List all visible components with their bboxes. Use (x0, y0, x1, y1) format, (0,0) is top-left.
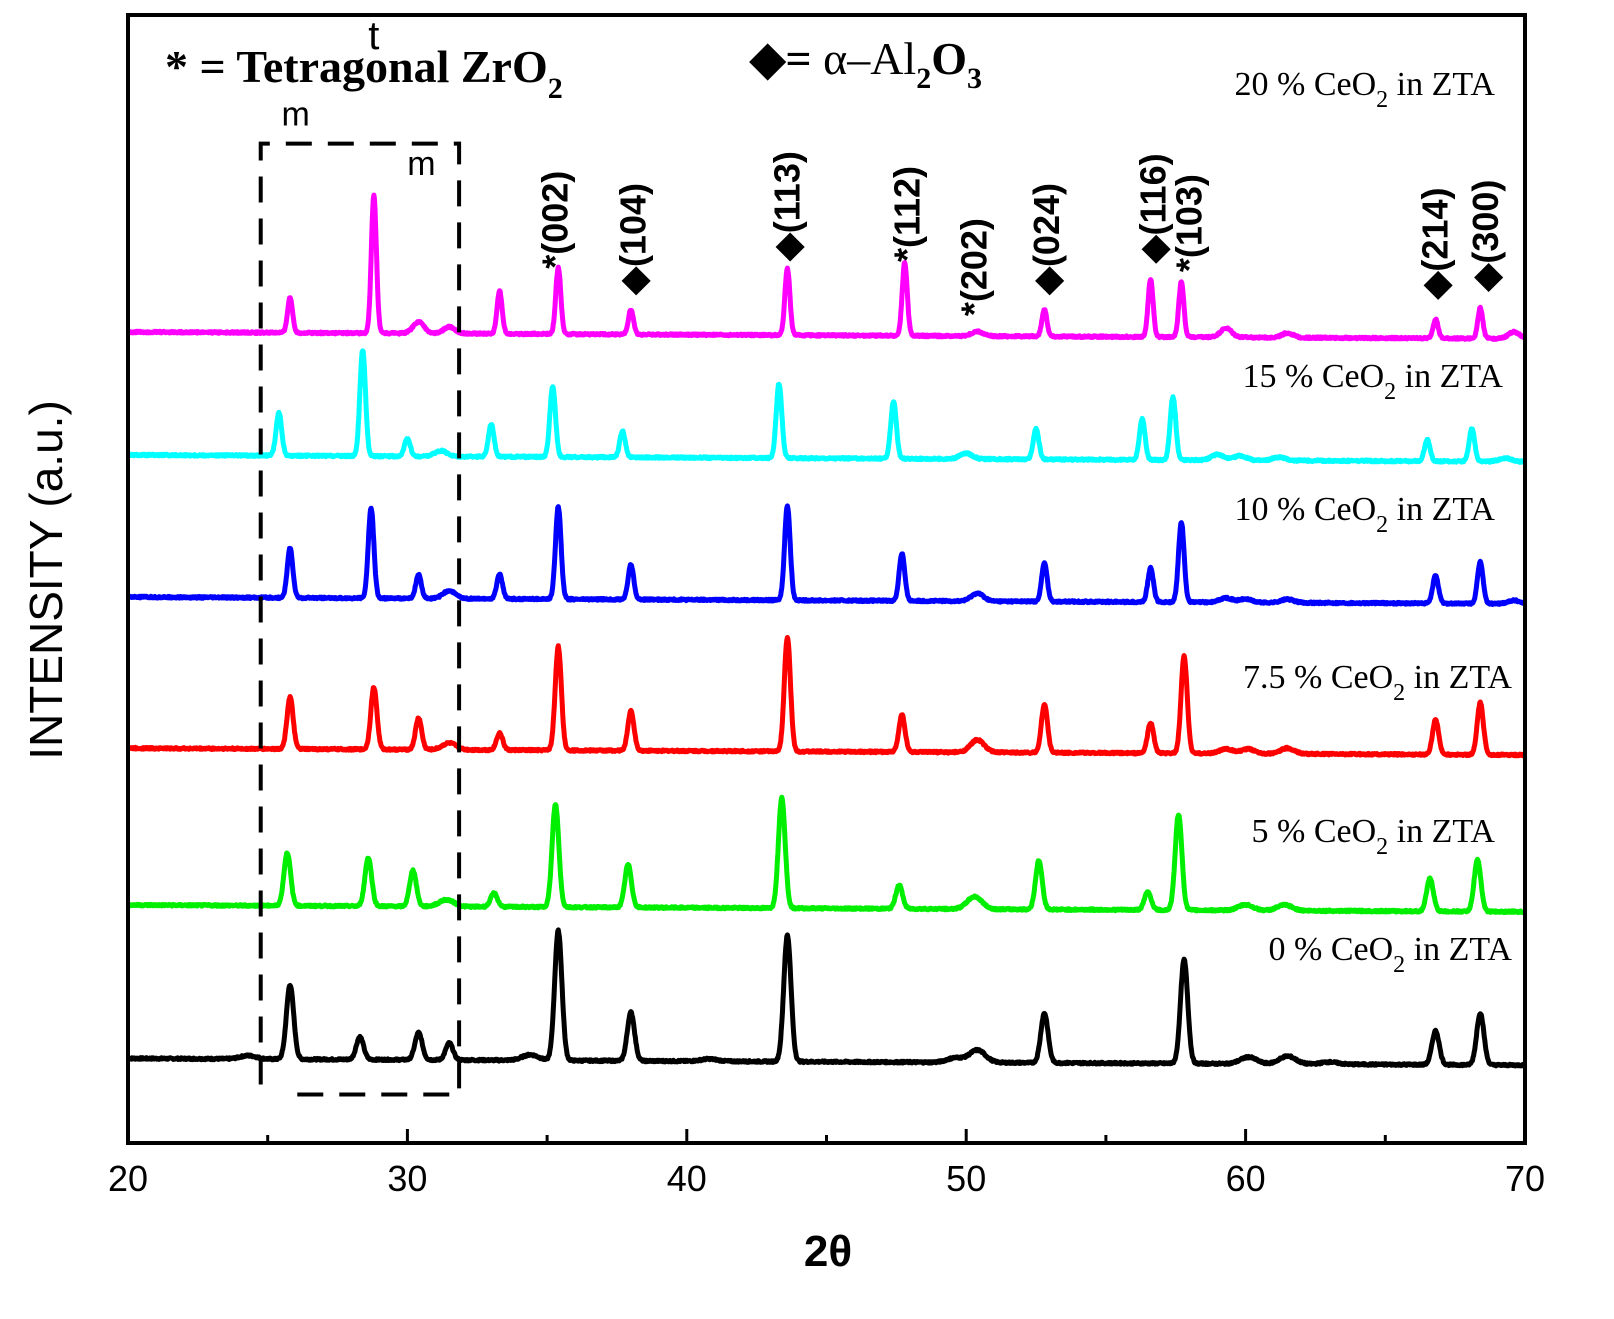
legend-eq: = (785, 33, 823, 84)
dashed-region-box (258, 141, 462, 1097)
legend-tetragonal-zro2: * = Tetragonal ZrO2 (165, 41, 563, 105)
series-label-text: 7.5 % CeO (1243, 659, 1393, 696)
diamond-icon: ◆ (749, 33, 787, 84)
peak-label: *(103) (1169, 174, 1210, 272)
peak-hkl: (112) (887, 166, 928, 248)
asterisk-icon: * (1169, 258, 1210, 272)
x-tick-label: 60 (1226, 1158, 1266, 1199)
series-label-text: in ZTA (1405, 659, 1512, 696)
series-label-text: in ZTA (1388, 813, 1495, 850)
peak-label: ◆(214) (1415, 188, 1456, 301)
legend-text: α–Al (823, 33, 916, 84)
peak-label: ◆(104) (613, 183, 654, 296)
diamond-icon: ◆ (1465, 262, 1506, 292)
phase-label-m: m (281, 96, 309, 134)
series-label-subscript: 2 (1376, 834, 1388, 860)
legend-subscript: 3 (967, 62, 982, 95)
peak-label: ◆(024) (1026, 183, 1067, 296)
peak-hkl: (113) (766, 151, 807, 233)
peak-hkl: (214) (1415, 188, 1456, 272)
series-layer (126, 192, 1528, 1069)
series-label-text: in ZTA (1388, 66, 1495, 103)
series-line-3 (126, 503, 1527, 607)
series-label: 15 % CeO2 in ZTA (1243, 358, 1504, 405)
series-label-text: 5 % CeO (1252, 813, 1377, 850)
legend-alpha-al2o3: ◆= α–Al2O3 (749, 33, 982, 95)
series-label: 20 % CeO2 in ZTA (1235, 66, 1496, 113)
series-label-text: 10 % CeO (1235, 491, 1377, 528)
peak-hkl: (104) (613, 183, 654, 267)
series-label-subscript: 2 (1393, 952, 1405, 978)
diamond-icon: ◆ (1026, 266, 1067, 296)
asterisk-icon: * (954, 302, 995, 316)
peak-label: ◆(113) (766, 151, 807, 262)
x-tick-label: 30 (387, 1158, 427, 1199)
asterisk-icon: * (887, 248, 928, 262)
series-label-subscript: 2 (1376, 512, 1388, 538)
legend-eq: = (188, 41, 236, 92)
peak-label: ◆(300) (1465, 180, 1506, 293)
x-tick-label: 70 (1505, 1158, 1545, 1199)
series-line-1 (126, 794, 1528, 916)
y-axis-label: INTENSITY (a.u.) (20, 400, 72, 760)
series-label: 0 % CeO2 in ZTA (1269, 931, 1513, 978)
diamond-icon: ◆ (613, 266, 654, 296)
series-label-subscript: 2 (1384, 379, 1396, 405)
x-axis-ticks: 20 30 40 50 60 70 (108, 1129, 1545, 1199)
x-tick-label: 40 (667, 1158, 707, 1199)
series-label: 10 % CeO2 in ZTA (1235, 491, 1496, 538)
x-tick-label: 50 (946, 1158, 986, 1199)
series-label-subscript: 2 (1393, 680, 1405, 706)
asterisk-icon: * (534, 255, 575, 269)
legend-subscript: 2 (548, 72, 563, 105)
series-label-text: 15 % CeO (1243, 358, 1385, 395)
plot-frame (126, 13, 1527, 1145)
phase-label-t: t (368, 14, 379, 58)
peak-label: *(202) (954, 218, 995, 316)
legend-subscript: 2 (916, 62, 931, 95)
peak-hkl: (300) (1465, 180, 1506, 264)
diamond-icon: ◆ (766, 232, 807, 262)
peak-label: *(002) (534, 171, 575, 269)
peak-hkl: (103) (1169, 174, 1210, 258)
series-label: 5 % CeO2 in ZTA (1252, 813, 1496, 860)
series-line-2 (126, 635, 1527, 759)
series-label-text: in ZTA (1388, 491, 1495, 528)
series-line-5 (126, 192, 1527, 342)
peak-hkl: (116) (1132, 153, 1173, 235)
diamond-icon: ◆ (1415, 270, 1456, 300)
peak-label: ◆(116) (1132, 153, 1173, 264)
peak-hkl: (002) (534, 171, 575, 255)
x-axis-label: 2θ (804, 1227, 852, 1276)
series-label-text: 0 % CeO (1269, 931, 1394, 968)
peak-hkl: (024) (1026, 183, 1067, 267)
series-label-text: in ZTA (1405, 931, 1512, 968)
asterisk-icon: * (165, 41, 188, 92)
x-tick-label: 20 (108, 1158, 148, 1199)
series-line-4 (126, 348, 1527, 465)
series-label-text: in ZTA (1396, 358, 1503, 395)
peak-hkl: (202) (954, 218, 995, 302)
legend-text: O (931, 33, 967, 84)
legend-text: Tetragonal ZrO (236, 41, 547, 92)
series-line-0 (126, 927, 1528, 1069)
diamond-icon: ◆ (1132, 234, 1173, 264)
series-label-subscript: 2 (1376, 87, 1388, 113)
phase-label-m: m (407, 145, 435, 183)
peak-label: *(112) (887, 166, 928, 262)
dashed-box-outline (258, 141, 462, 1097)
series-label-text: 20 % CeO (1235, 66, 1377, 103)
series-label: 7.5 % CeO2 in ZTA (1243, 659, 1512, 706)
